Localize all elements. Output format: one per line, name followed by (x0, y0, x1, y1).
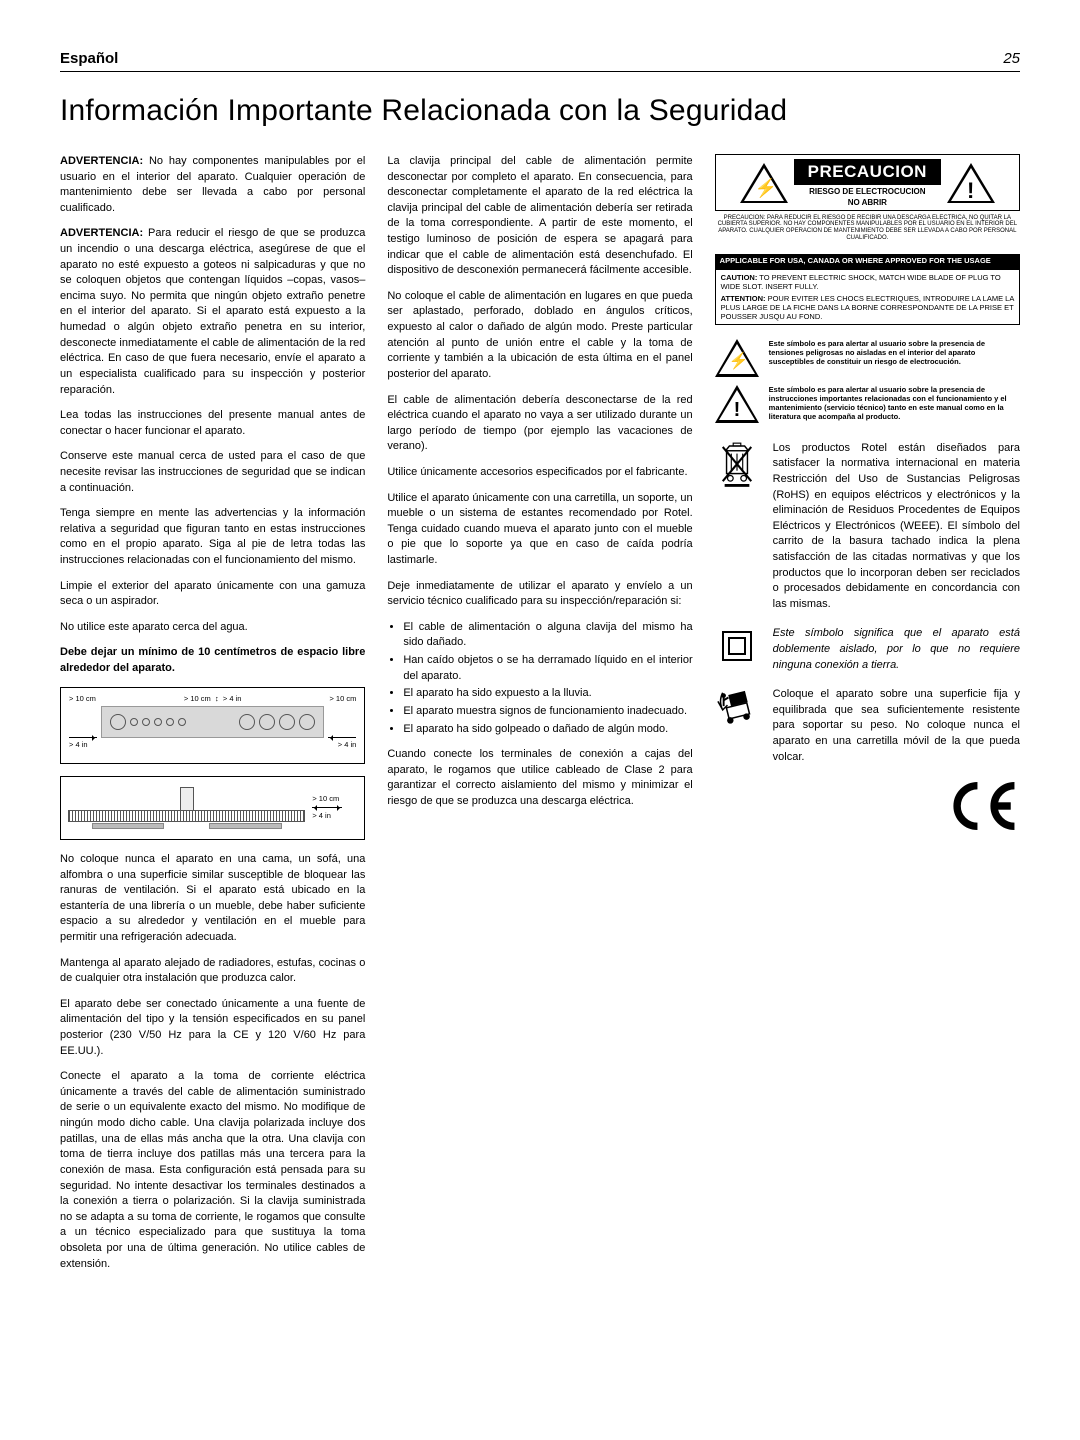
page-title: Información Importante Relacionada con l… (60, 94, 1020, 128)
column-3: PRECAUCION RIESGO DE ELECTROCUCION NO AB… (715, 154, 1020, 1282)
column-2: La clavija principal del cable de alimen… (387, 154, 692, 1282)
symbol-excl-row: Este símbolo es para alertar al usuario … (715, 385, 1020, 425)
para-voltage: El aparato debe ser conectado únicamente… (60, 997, 365, 1059)
para-unplug: El cable de alimentación debería descone… (387, 393, 692, 455)
weee-icon (718, 441, 756, 489)
para-service-intro: Deje inmediatamente de utilizar el apara… (387, 579, 692, 610)
shock-icon (740, 163, 788, 203)
precaucion-box: PRECAUCION RIESGO DE ELECTROCUCION NO AB… (715, 154, 1020, 211)
para-clean: Limpie el exterior del aparato únicament… (60, 579, 365, 610)
page-header: Español 25 (60, 50, 1020, 72)
para-heed: Tenga siempre en mente las advertencias … (60, 506, 365, 568)
clearance-heading: Debe dejar un mínimo de 10 centímetros d… (60, 645, 365, 676)
clearance-diagram-side: > 10 cm > 4 in (60, 776, 365, 840)
bullet-4: El aparato muestra signos de funcionamie… (403, 704, 692, 720)
exclamation-icon (947, 163, 995, 203)
bullet-2: Han caído objetos o se ha derramado líqu… (403, 653, 692, 684)
para-read: Lea todas las instrucciones del presente… (60, 408, 365, 439)
weee-row: Los productos Rotel están diseñados para… (715, 441, 1020, 613)
precaucion-sub2: NO ABRIR (794, 198, 941, 207)
cart-tip-icon (716, 687, 758, 729)
applicable-bar: APPLICABLE FOR USA, CANADA OR WHERE APPR… (715, 254, 1020, 269)
bullet-5: El aparato ha sido golpeado o dañado de … (403, 722, 692, 738)
warning-2: ADVERTENCIA: Para reducir el riesgo de q… (60, 226, 365, 398)
exclamation-icon (715, 385, 759, 423)
para-keep: Conserve este manual cerca de usted para… (60, 449, 365, 496)
precaucion-title: PRECAUCION (794, 159, 941, 185)
para-cord-route: No coloque el cable de alimentación en l… (387, 289, 692, 383)
bullet-3: El aparato ha sido expuesto a la lluvia. (403, 686, 692, 702)
bullet-1: El cable de alimentación o alguna clavij… (403, 620, 692, 651)
para-ventilation: No coloque nunca el aparato en una cama,… (60, 852, 365, 946)
shock-icon (715, 339, 759, 377)
symbol-shock-row: Este símbolo es para alertar al usuario … (715, 339, 1020, 379)
para-heat: Mantenga al aparato alejado de radiadore… (60, 956, 365, 987)
double-insulation-row: Este símbolo significa que el aparato es… (715, 626, 1020, 673)
double-insulation-icon (721, 630, 753, 662)
cart-row: Coloque el aparato sobre una superficie … (715, 687, 1020, 765)
column-1: ADVERTENCIA: No hay componentes manipula… (60, 154, 365, 1282)
warning-1: ADVERTENCIA: No hay componentes manipula… (60, 154, 365, 216)
para-cord: Conecte el aparato a la toma de corrient… (60, 1069, 365, 1272)
clearance-diagram-front: > 10 cm > 10 cm ↕ > 4 in > 10 cm (60, 687, 365, 764)
language-label: Español (60, 50, 118, 67)
ce-mark-icon (946, 779, 1020, 833)
caution-plug-box: CAUTION: TO PREVENT ELECTRIC SHOCK, MATC… (715, 269, 1020, 325)
precaucion-sub1: RIESGO DE ELECTROCUCION (794, 187, 941, 196)
para-water: No utilice este aparato cerca del agua. (60, 620, 365, 636)
precaucion-fineprint: PRECAUCION: PARA REDUCIR EL RIESGO DE RE… (715, 215, 1020, 243)
page-number: 25 (1003, 50, 1020, 67)
para-mains-plug: La clavija principal del cable de alimen… (387, 154, 692, 279)
service-bullets: El cable de alimentación o alguna clavij… (387, 620, 692, 737)
para-accessories: Utilice únicamente accesorios especifica… (387, 465, 692, 481)
para-cart: Utilice el aparato únicamente con una ca… (387, 491, 692, 569)
para-class2: Cuando conecte los terminales de conexió… (387, 747, 692, 809)
